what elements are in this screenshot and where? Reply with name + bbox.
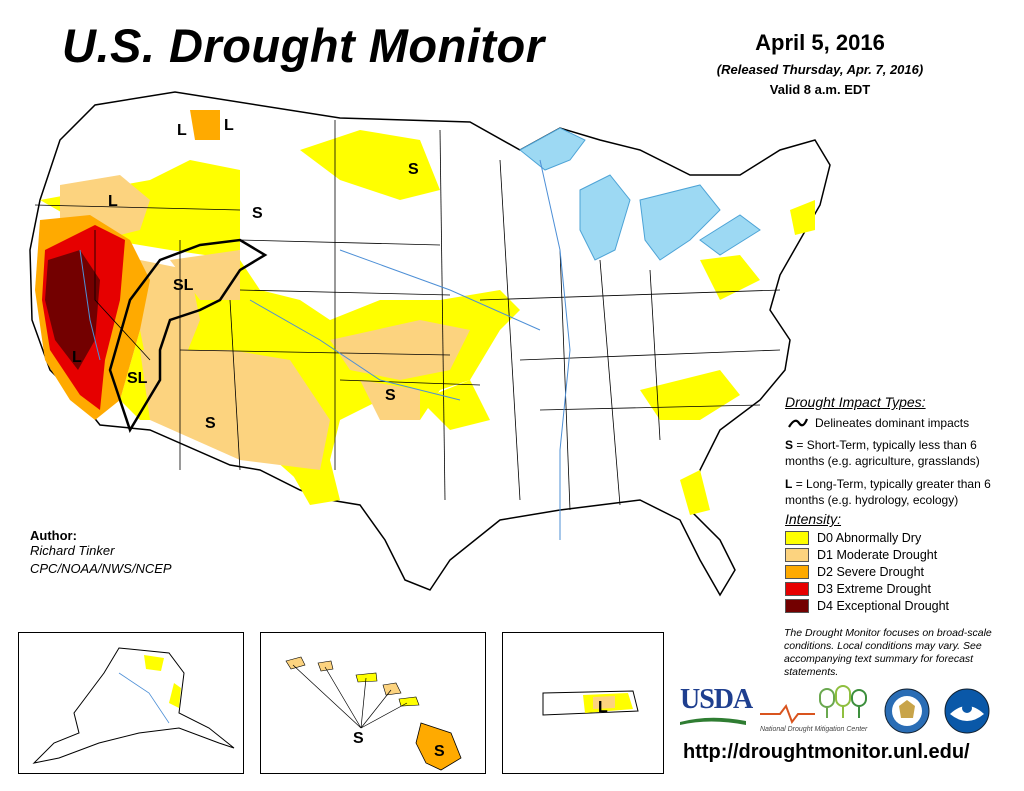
impact-delineation-line (108, 238, 268, 433)
ndmc-logo: National Drought Mitigation Center (760, 726, 868, 733)
alaska-map (32, 647, 235, 764)
impact-label-hi-1: S (353, 730, 364, 747)
d4-swatch (785, 599, 809, 613)
disclaimer-text: The Drought Monitor focuses on broad-sca… (784, 627, 992, 678)
impact-label-nm: S (205, 415, 216, 432)
author-label: Author: (30, 528, 77, 543)
intensity-legend-title: Intensity: (785, 511, 842, 527)
d2-label: D2 Severe Drought (817, 565, 925, 579)
ndmc-logo-mark (760, 685, 867, 725)
d1-label: D1 Moderate Drought (817, 548, 938, 562)
d0-label: D0 Abnormally Dry (817, 531, 922, 545)
d1-swatch (785, 548, 809, 562)
impact-label-or: L (108, 193, 118, 210)
puerto-rico-map: L (542, 690, 639, 716)
impact-line-swatch (788, 418, 809, 428)
rivers (79, 159, 571, 540)
impact-label-mt: L (224, 117, 234, 134)
intensity-item-d3: D3 Extreme Drought (785, 581, 931, 597)
website-url[interactable]: http://droughtmonitor.unl.edu/ (683, 741, 970, 763)
short-term-text: = Short-Term, typically less than 6 mont… (785, 438, 980, 468)
long-term-letter: L (785, 477, 793, 491)
intensity-item-d1: D1 Moderate Drought (785, 547, 937, 563)
author-name: Richard Tinker (30, 543, 115, 558)
long-term-text: = Long-Term, typically greater than 6 mo… (785, 477, 991, 507)
d2-swatch (785, 565, 809, 579)
usda-logo-swoosh (680, 717, 746, 725)
intensity-item-d2: D2 Severe Drought (785, 564, 924, 580)
doc-seal-icon (884, 688, 930, 734)
valid-time: Valid 8 a.m. EDT (769, 82, 871, 97)
d4-label: D4 Exceptional Drought (817, 599, 950, 613)
great-lakes (519, 127, 761, 261)
map-title: U.S. Drought Monitor (62, 19, 545, 72)
impact-label-ut: SL (173, 277, 194, 294)
impact-label-az: SL (127, 370, 148, 387)
d3-label: D3 Extreme Drought (817, 582, 931, 596)
d0-swatch (785, 531, 809, 545)
hawaii-inset: S S (260, 632, 486, 774)
d4-areas (45, 250, 100, 370)
release-note: (Released Thursday, Apr. 7, 2016) (716, 62, 924, 77)
alaska-inset (18, 632, 244, 774)
impact-label-ok: S (385, 387, 396, 404)
author-org: CPC/NOAA/NWS/NCEP (30, 561, 172, 576)
long-term-desc: L = Long-Term, typically greater than 6 … (785, 476, 1015, 508)
impact-label-pr: L (598, 699, 608, 716)
usda-logo: USDA (680, 684, 753, 715)
impact-label-hi-2: S (434, 743, 445, 760)
state-boundaries (34, 120, 781, 511)
d3-swatch (785, 582, 809, 596)
short-term-letter: S (785, 438, 794, 452)
impact-label-wy: S (252, 205, 263, 222)
impact-label-wa: L (177, 122, 187, 139)
noaa-logo-icon (944, 688, 990, 734)
impact-legend-title: Drought Impact Types: (785, 394, 926, 410)
puerto-rico-inset: L (502, 632, 664, 774)
short-term-desc: S = Short-Term, typically less than 6 mo… (785, 437, 1015, 469)
hawaii-map: S S (285, 656, 462, 771)
intensity-item-d0: D0 Abnormally Dry (785, 530, 921, 546)
impact-label-nd: S (408, 161, 419, 178)
intensity-item-d4: D4 Exceptional Drought (785, 598, 949, 614)
impact-label-ca: L (72, 349, 82, 366)
impact-line-desc: Delineates dominant impacts (815, 416, 970, 430)
map-date: April 5, 2016 (755, 30, 885, 55)
